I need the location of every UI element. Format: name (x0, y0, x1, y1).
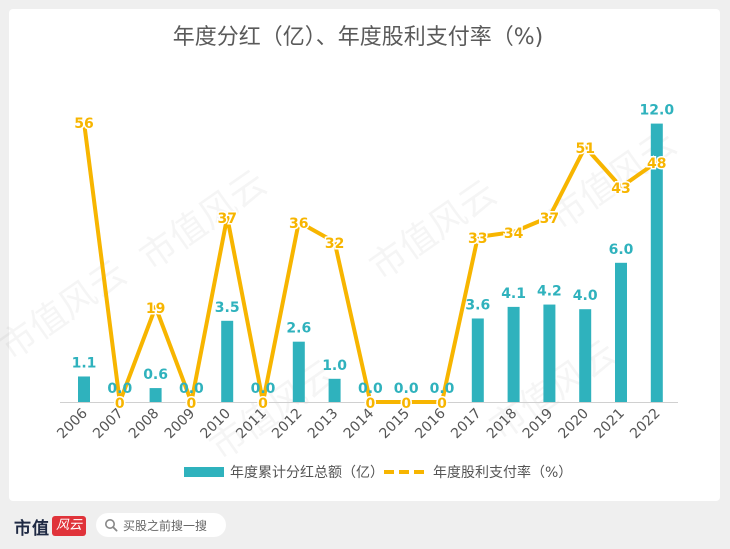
line-point (475, 235, 480, 239)
line-point (153, 305, 158, 309)
bar-label: 1.0 (322, 358, 347, 374)
bar (615, 262, 627, 402)
search-icon (105, 519, 118, 532)
bar-label: 12.0 (640, 103, 675, 119)
bar-label: 0.0 (358, 381, 383, 397)
bar-label: 4.2 (537, 284, 562, 300)
x-tick-label: 2017 (448, 406, 485, 443)
bar (292, 341, 305, 402)
line-point (547, 215, 552, 219)
bar-data-labels: 1.1 0.0 0.6 0.0 3.5 0.0 2.6 1.0 0.0 0.0 0.0 3.6 4.1 4… (72, 103, 675, 397)
bar (149, 388, 162, 402)
bar (471, 318, 484, 402)
bar-label: 3.6 (465, 297, 490, 313)
bar-label: 1.1 (72, 355, 97, 371)
bar (78, 376, 90, 402)
line-label: 37 (217, 211, 236, 227)
line-label: 36 (289, 216, 308, 232)
bar (328, 378, 341, 402)
x-tick-label: 2008 (126, 406, 163, 443)
legend-bar-label: 年度累计分红总额（亿） (230, 465, 384, 481)
bar-label: 0.0 (179, 381, 204, 397)
line-point (225, 215, 230, 219)
chart-title: 年度分红（亿）、年度股利支付率（%) (173, 25, 544, 50)
x-tick-label: 2022 (627, 406, 664, 443)
line-point (261, 400, 265, 404)
line-label: 51 (575, 141, 594, 157)
line-label: 43 (611, 181, 630, 197)
line-point (583, 145, 588, 149)
bar (579, 309, 592, 402)
line-point (332, 240, 337, 244)
x-tick-label: 2006 (54, 405, 91, 442)
line-point (619, 185, 623, 189)
bar-label: 0.6 (143, 367, 168, 383)
line-label: 37 (540, 211, 559, 227)
bar (650, 123, 663, 402)
chart-card (9, 9, 720, 501)
legend-bar-swatch (184, 467, 224, 477)
search-placeholder: 买股之前搜一搜 (123, 518, 208, 533)
legend-line-label: 年度股利支付率（%） (433, 464, 572, 481)
line-label: 0 (366, 396, 376, 412)
bar-label: 0.0 (251, 381, 276, 397)
bar-label: 3.5 (215, 300, 240, 316)
bar-label: 0.0 (430, 381, 455, 397)
line-label: 0 (115, 396, 125, 412)
line-label: 32 (325, 236, 344, 252)
bar (221, 320, 234, 402)
line-point (296, 220, 301, 224)
line-label: 34 (504, 226, 524, 242)
bar-label: 4.0 (573, 288, 598, 304)
line-point (511, 230, 516, 234)
bar (507, 306, 520, 402)
line-label: 56 (74, 116, 93, 132)
line-point (654, 160, 659, 164)
line-point (117, 400, 122, 404)
chart: 市值风云市值风云市值风云市值风云市值风云市值风云 年度分红（亿）、年度股利支付率… (54, 25, 685, 481)
line-point (82, 120, 86, 124)
x-axis-ticks: 2006 2007 2008 2009 2010 2011 2012 2013 2014 2015… (54, 405, 663, 442)
line-label: 0 (401, 396, 411, 412)
brand-logo: 市值 风云 (14, 515, 87, 539)
bar-label: 2.6 (286, 321, 311, 337)
bar-label: 4.1 (501, 286, 526, 302)
line-label: 33 (468, 231, 487, 247)
line-point (404, 400, 409, 404)
bar-label: 0.0 (394, 381, 419, 397)
search-box[interactable]: 买股之前搜一搜 (96, 513, 226, 537)
legend: 年度累计分红总额（亿） 年度股利支付率（%） (184, 464, 572, 481)
line-label: 48 (647, 156, 666, 172)
bar-label: 0.0 (107, 381, 132, 397)
x-tick-label: 2013 (305, 406, 342, 443)
x-tick-label: 2021 (591, 406, 628, 443)
line-label: 0 (437, 396, 447, 412)
bar (543, 304, 556, 402)
logo-badge: 风云 (52, 516, 87, 536)
line-data-labels: 56 0 19 0 37 0 36 32 0 0 0 33 34 37 51 43 48 (73, 115, 668, 414)
footer: 市值 风云 买股之前搜一搜 (0, 505, 730, 549)
line-label: 0 (258, 396, 268, 412)
line-label: 19 (146, 301, 165, 317)
line-label: 0 (187, 396, 197, 412)
watermark-text: 市值风云 (133, 162, 274, 278)
x-tick-label: 2020 (556, 406, 593, 443)
bar-series (78, 123, 663, 402)
line-series (82, 120, 659, 404)
logo-text: 市值 (14, 518, 50, 539)
line-point (189, 400, 194, 404)
line-point (368, 400, 373, 404)
line-point (440, 400, 444, 404)
bar-label: 6.0 (609, 242, 634, 258)
